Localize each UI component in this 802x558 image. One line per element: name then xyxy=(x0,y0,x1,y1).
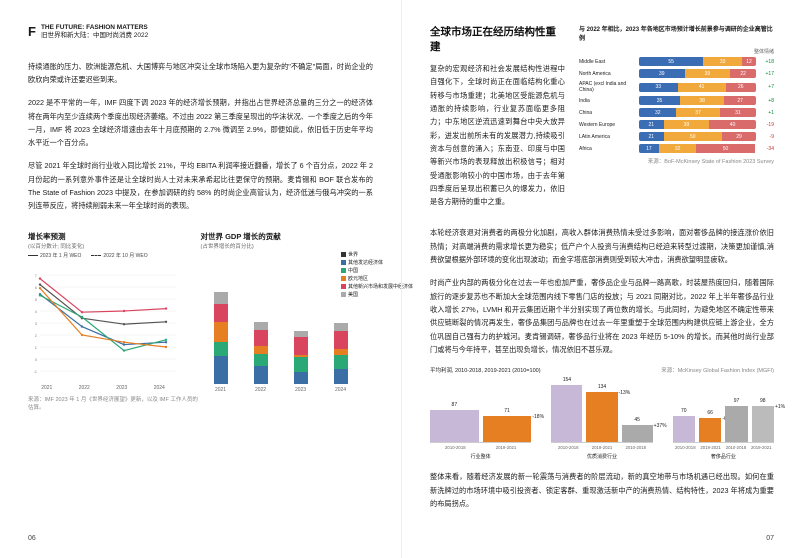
right-left-paragraphs: 复杂的宏观经济和社会发展结构性进程中自强化下，全球时尚正在面临结构化重心转移与市… xyxy=(430,62,565,208)
svg-text:7: 7 xyxy=(35,273,38,278)
svg-text:2: 2 xyxy=(35,333,38,338)
page-number-right: 07 xyxy=(766,535,774,542)
bottom-paragraph: 整体来看，随着经济发展的新一轮震荡与消费者的阶层流动，新的真空地带与市场机遇已经… xyxy=(430,470,774,510)
bar-group: 154134-13%45+37%2010-20182019-20212010-2… xyxy=(551,378,652,460)
growth-forecast-chart: 增长率预测 (以百分数计; 同比变化) 2023 年 1 月 WEO 2022 年… xyxy=(28,231,201,411)
chart1-subtitle: (以百分数计; 同比变化) xyxy=(28,242,201,250)
bar-group: 7066-6%9798+1%2010-20182019-20212010-201… xyxy=(673,378,774,460)
header-subtitle: 旧世界和新大陆：中国时尚消费 2022 xyxy=(41,32,148,40)
bar-chart-header: 平均利润, 2010-2018, 2019-2021 (2010=100) 来源… xyxy=(430,366,774,374)
right-left-col: 全球市场正在经历结构性重建 复杂的宏观经济和社会发展结构性进程中自强化下，全球时… xyxy=(430,24,565,218)
section-title: 全球市场正在经历结构性重建 xyxy=(430,24,565,54)
chart2-title: 对世界 GDP 增长的贡献 xyxy=(201,231,374,242)
line-chart-svg: -1 0 1 2 3 4 5 6 7 xyxy=(28,263,178,383)
header-text: THE FUTURE: FASHION MATTERS 旧世界和新大陆：中国时尚… xyxy=(41,24,148,40)
bar-chart-left-label: 平均利润, 2010-2018, 2019-2021 (2010=100) xyxy=(430,366,541,374)
svg-text:0: 0 xyxy=(35,357,38,362)
header: F THE FUTURE: FASHION MATTERS 旧世界和新大陆：中国… xyxy=(28,24,373,40)
hbar-row: LAtin America215029-9 xyxy=(579,132,774,141)
charts-row: 增长率预测 (以百分数计; 同比变化) 2023 年 1 月 WEO 2022 年… xyxy=(28,231,373,411)
paragraph: 2022 是不平常的一年，IMF 四度下调 2023 年的经济增长预期，并指出占… xyxy=(28,96,373,149)
gdp-contribution-chart: 对世界 GDP 增长的贡献 (占世界增长的百分比) 20212022202320… xyxy=(201,231,374,411)
chart1-legend: 2023 年 1 月 WEO 2022 年 10 月 WEO xyxy=(28,252,201,259)
hbar-row: Middle East553312+18 xyxy=(579,57,774,66)
svg-text:1: 1 xyxy=(35,345,38,350)
gdp-chart-area xyxy=(201,264,361,384)
svg-text:3: 3 xyxy=(35,321,38,326)
paragraph: 时尚产业内部的两极分化在过去一年也愈加严重，奢侈品企业与品牌一路高歌，时装屋热度… xyxy=(430,276,774,356)
legend-item: 2022 年 10 月 WEO xyxy=(91,252,147,259)
logo: F xyxy=(28,24,35,39)
mid-paragraphs: 本轮经济衰退对消费者的两极分化加剧，高收入群体消费热情未受过多影响，面对奢侈品牌… xyxy=(430,226,774,356)
hbar-row: Africa173250-34 xyxy=(579,144,774,153)
hbar-source: 来源：BoF-McKinsey State of Fashion 2023 Su… xyxy=(579,157,774,165)
bar-chart-source: 来源：McKinsey Global Fashion Index (MGFI) xyxy=(661,366,774,374)
legend-item: 2023 年 1 月 WEO xyxy=(28,252,81,259)
gdp-xaxis: 2021202220232024 xyxy=(201,384,361,393)
paragraph: 复杂的宏观经济和社会发展结构性进程中自强化下，全球时尚正在面临结构化重心转移与市… xyxy=(430,62,565,208)
body-text: 持续通胀的压力、欧洲能源危机、大国博弈与地区冲突让全球市场陷入更为复杂的"不确定… xyxy=(28,60,373,213)
hbar-legend: 整体情绪 xyxy=(579,48,774,55)
paragraph: 本轮经济衰退对消费者的两极分化加剧，高收入群体消费热情未受过多影响，面对奢侈品牌… xyxy=(430,226,774,266)
bar-group: 8771-18%2010-20182019-2021行业整体 xyxy=(430,378,531,460)
hbar-title: 与 2022 年相比，2023 年各地区市场预计增长前景参与调研的企业高管比例 xyxy=(579,24,774,42)
bar-chart-row: 8771-18%2010-20182019-2021行业整体154134-13%… xyxy=(430,378,774,460)
svg-text:4: 4 xyxy=(35,309,38,314)
hbar-row: North America393922+17 xyxy=(579,69,774,78)
chart1-title: 增长率预测 xyxy=(28,231,201,242)
page-left: F THE FUTURE: FASHION MATTERS 旧世界和新大陆：中国… xyxy=(0,0,401,558)
right-columns: 全球市场正在经历结构性重建 复杂的宏观经济和社会发展结构性进程中自强化下，全球时… xyxy=(430,24,774,218)
chart1-xaxis: 2021202220232024 xyxy=(28,385,178,391)
paragraph: 尽管 2021 年全球时尚行业收入同比增长 21%，平均 EBITA 利润率接近… xyxy=(28,159,373,212)
page-number-left: 06 xyxy=(28,535,36,542)
chart1-source: 来源：IMF 2023 年 1 月《世界经济展望》更新，以及 IMF 工作人员的… xyxy=(28,395,201,411)
paragraph: 持续通胀的压力、欧洲能源危机、大国博弈与地区冲突让全球市场陷入更为复杂的"不确定… xyxy=(28,60,373,87)
page-right: 全球市场正在经历结构性重建 复杂的宏观经济和社会发展结构性进程中自强化下，全球时… xyxy=(401,0,802,558)
hbar-row: India353827+8 xyxy=(579,96,774,105)
right-right-col: 与 2022 年相比，2023 年各地区市场预计增长前景参与调研的企业高管比例 … xyxy=(579,24,774,218)
hbar-row: China323731+1 xyxy=(579,108,774,117)
header-title: THE FUTURE: FASHION MATTERS xyxy=(41,24,148,32)
svg-text:-1: -1 xyxy=(33,369,37,374)
hbar-rows: Middle East553312+18 North America393922+… xyxy=(579,57,774,153)
svg-text:5: 5 xyxy=(35,297,38,302)
svg-text:6: 6 xyxy=(35,285,38,290)
hbar-row: Western Europe213940-19 xyxy=(579,120,774,129)
hbar-row: APAC (excl India and China)334126+7 xyxy=(579,81,774,93)
chart2-subtitle: (占世界增长的百分比) xyxy=(201,242,374,250)
